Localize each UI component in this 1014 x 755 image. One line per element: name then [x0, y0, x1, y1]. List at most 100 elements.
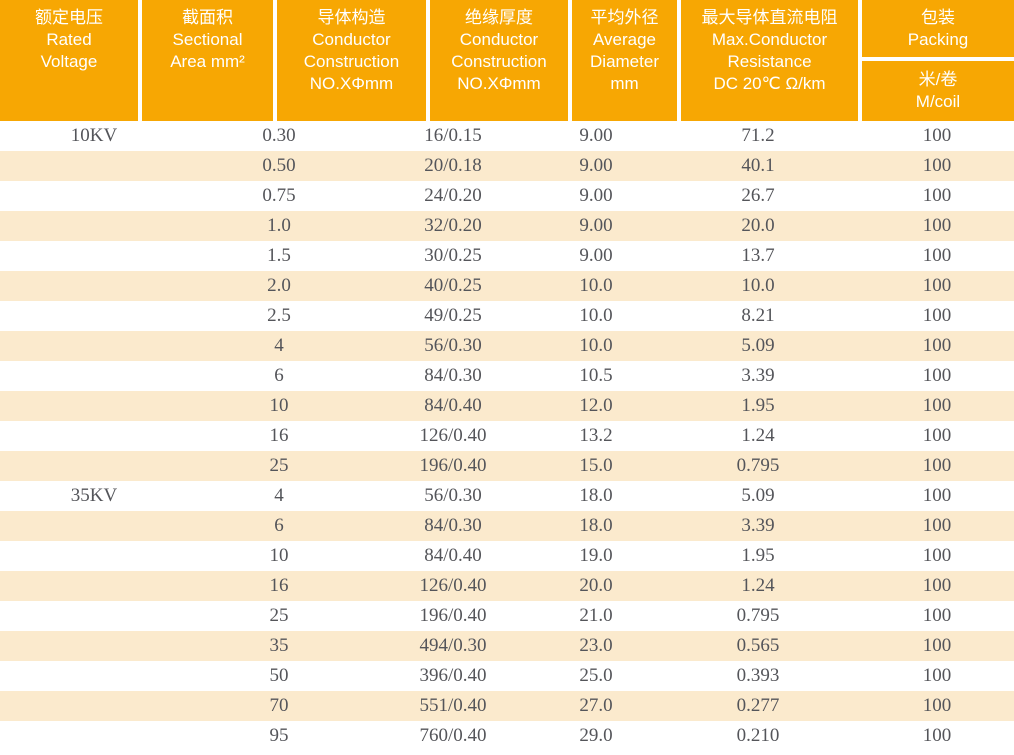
table-cell [0, 301, 188, 331]
table-cell: 18.0 [579, 485, 613, 506]
table-cell: 56/0.30 [424, 335, 482, 356]
table-cell: 10.0 [579, 275, 613, 296]
header-line: 截面积 [182, 8, 233, 27]
table-cell: 35 [269, 635, 289, 656]
table-row: 25 196/0.40 21.0 0.795 100 [0, 601, 1014, 631]
table-cell: 13.2 [579, 425, 613, 446]
table-cell: 10.0 [579, 335, 613, 356]
table-row: 25 196/0.40 15.0 0.795 100 [0, 451, 1014, 481]
table-cell: 0.565 [736, 635, 780, 656]
header-line: Diameter [590, 52, 659, 71]
table-cell: 4 [274, 485, 284, 506]
table-cell: 0.277 [736, 695, 780, 716]
table-cell: 100 [922, 335, 952, 356]
table-cell [0, 601, 188, 631]
table-cell: 13.7 [741, 245, 775, 266]
table-cell: 10.0 [741, 275, 775, 296]
table-row: 10 84/0.40 19.0 1.95 100 [0, 541, 1014, 571]
table-cell: 3.39 [741, 365, 775, 386]
header-line: 米/卷 [918, 70, 958, 89]
table-cell: 16 [269, 425, 289, 446]
table-cell: 126/0.40 [419, 575, 487, 596]
table-cell: 1.5 [267, 245, 291, 266]
table-row: 35 494/0.30 23.0 0.565 100 [0, 631, 1014, 661]
header-line: 绝缘厚度 [465, 8, 533, 27]
table-cell: 24/0.20 [424, 185, 482, 206]
table-cell: 30/0.25 [424, 245, 482, 266]
header-line: 最大导体直流电阻 [701, 8, 838, 27]
table-cell: 2.0 [267, 275, 291, 296]
header-line: Sectional [172, 30, 243, 49]
table-cell: 16 [269, 575, 289, 596]
header-line: Resistance [727, 52, 812, 71]
table-row: 10 84/0.40 12.0 1.95 100 [0, 391, 1014, 421]
table-cell: 2.5 [267, 305, 291, 326]
table-row: 1.5 30/0.25 9.00 13.7 100 [0, 241, 1014, 271]
table-cell: 0.393 [736, 665, 780, 686]
table-cell [0, 511, 188, 541]
header-line: 导体构造 [317, 8, 386, 27]
table-cell [0, 691, 188, 721]
table-cell: 3.39 [741, 515, 775, 536]
table-cell: 494/0.30 [419, 635, 487, 656]
table-cell: 25.0 [579, 665, 613, 686]
header-col-insulation-thickness: 绝缘厚度 Conductor Construction NO.XΦmm [430, 0, 568, 121]
table-cell: 1.24 [741, 425, 775, 446]
header-line: NO.XΦmm [309, 74, 394, 93]
header-line: mm [610, 74, 639, 93]
header-col-packing: 包装 Packing 米/卷 M/coil [862, 0, 1014, 121]
table-cell: 9.00 [579, 125, 613, 146]
table-cell [0, 631, 188, 661]
table-body: 10KV 0.30 16/0.15 9.00 71.2 100 0.50 20/0.18 9.0… [0, 121, 1014, 751]
table-cell: 9.00 [579, 185, 613, 206]
table-cell: 25 [269, 455, 289, 476]
header-col-sectional-area: 截面积 Sectional Area mm² [142, 0, 273, 121]
table-cell: 71.2 [741, 125, 775, 146]
table-row: 16 126/0.40 13.2 1.24 100 [0, 421, 1014, 451]
table-cell: 23.0 [579, 635, 613, 656]
table-row: 10KV 0.30 16/0.15 9.00 71.2 100 [0, 121, 1014, 151]
table-cell [0, 451, 188, 481]
header-col-conductor-construction: 导体构造 Conductor Construction NO.XΦmm [277, 0, 426, 121]
table-row: 6 84/0.30 10.5 3.39 100 [0, 361, 1014, 391]
table-cell: 5.09 [741, 485, 775, 506]
table-cell: 100 [922, 305, 952, 326]
table-row: 2.0 40/0.25 10.0 10.0 100 [0, 271, 1014, 301]
table-row: 1.0 32/0.20 9.00 20.0 100 [0, 211, 1014, 241]
table-cell: 0.75 [262, 185, 296, 206]
table-cell: 100 [922, 215, 952, 236]
table-cell [0, 661, 188, 691]
header-line: Max.Conductor [711, 30, 828, 49]
table-cell: 35KV [70, 485, 118, 506]
header-line: Conductor [459, 30, 539, 49]
table-row: 95 760/0.40 29.0 0.210 100 [0, 721, 1014, 751]
table-cell: 1.95 [741, 545, 775, 566]
table-cell: 100 [922, 245, 952, 266]
table-cell: 16/0.15 [424, 125, 482, 146]
table-cell: 100 [922, 695, 952, 716]
header-line: DC 20℃ Ω/km [713, 74, 826, 93]
table-cell: 100 [922, 395, 952, 416]
header-col-average-diameter: 平均外径 Average Diameter mm [572, 0, 677, 121]
table-cell: 32/0.20 [424, 215, 482, 236]
table-cell [0, 211, 188, 241]
table-cell: 100 [922, 545, 952, 566]
table-cell [0, 541, 188, 571]
table-cell: 10KV [70, 125, 118, 146]
table-cell: 1.95 [741, 395, 775, 416]
table-cell: 84/0.40 [424, 545, 482, 566]
header-line: Packing [907, 29, 969, 49]
table-cell: 126/0.40 [419, 425, 487, 446]
table-cell: 100 [922, 725, 952, 746]
table-cell: 6 [274, 515, 284, 536]
table-cell: 70 [269, 695, 289, 716]
table-cell: 100 [922, 275, 952, 296]
table-cell: 50 [269, 665, 289, 686]
table-cell: 0.795 [736, 605, 780, 626]
table-row: 50 396/0.40 25.0 0.393 100 [0, 661, 1014, 691]
table-cell: 551/0.40 [419, 695, 487, 716]
table-cell: 20/0.18 [424, 155, 482, 176]
table-cell: 0.50 [262, 155, 296, 176]
header-line: NO.XΦmm [457, 74, 541, 93]
table-cell: 9.00 [579, 245, 613, 266]
